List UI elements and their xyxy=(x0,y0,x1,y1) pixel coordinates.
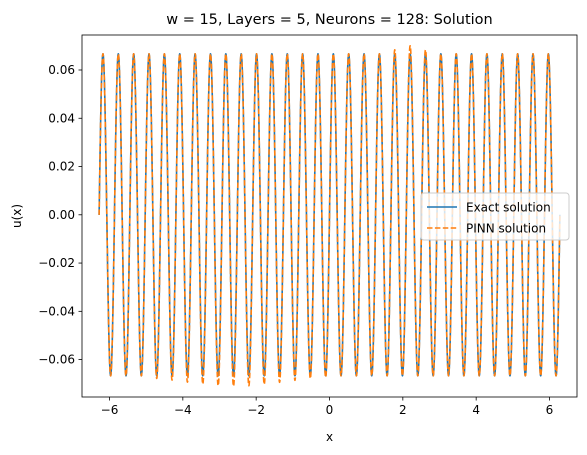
x-tick-label: 6 xyxy=(546,403,554,417)
y-tick-label: 0.04 xyxy=(48,111,75,125)
x-axis: −6 −4 −2 0 2 4 6 xyxy=(101,397,554,417)
x-axis-label: x xyxy=(326,430,333,444)
legend-exact-label: Exact solution xyxy=(466,201,551,215)
y-tick-label: −0.02 xyxy=(38,256,75,270)
y-tick-label: −0.04 xyxy=(38,304,75,318)
y-tick-label: 0.02 xyxy=(48,160,75,174)
y-tick-label: −0.06 xyxy=(38,353,75,367)
x-tick-label: −4 xyxy=(174,403,192,417)
y-tick-label: 0.00 xyxy=(48,208,75,222)
x-tick-label: −2 xyxy=(247,403,265,417)
y-tick-label: 0.06 xyxy=(48,63,75,77)
x-tick-label: 2 xyxy=(399,403,407,417)
y-axis-label: u(x) xyxy=(10,204,24,228)
legend-box xyxy=(420,192,570,241)
chart-title: w = 15, Layers = 5, Neurons = 128: Solut… xyxy=(166,12,493,28)
legend-pinn-label: PINN solution xyxy=(466,222,546,236)
x-tick-label: −6 xyxy=(101,403,119,417)
legend: Exact solution PINN solution xyxy=(420,192,570,241)
x-tick-label: 4 xyxy=(472,403,480,417)
x-tick-label: 0 xyxy=(326,403,334,417)
y-axis: −0.06 −0.04 −0.02 0.00 0.02 0.04 0.06 xyxy=(38,63,82,367)
